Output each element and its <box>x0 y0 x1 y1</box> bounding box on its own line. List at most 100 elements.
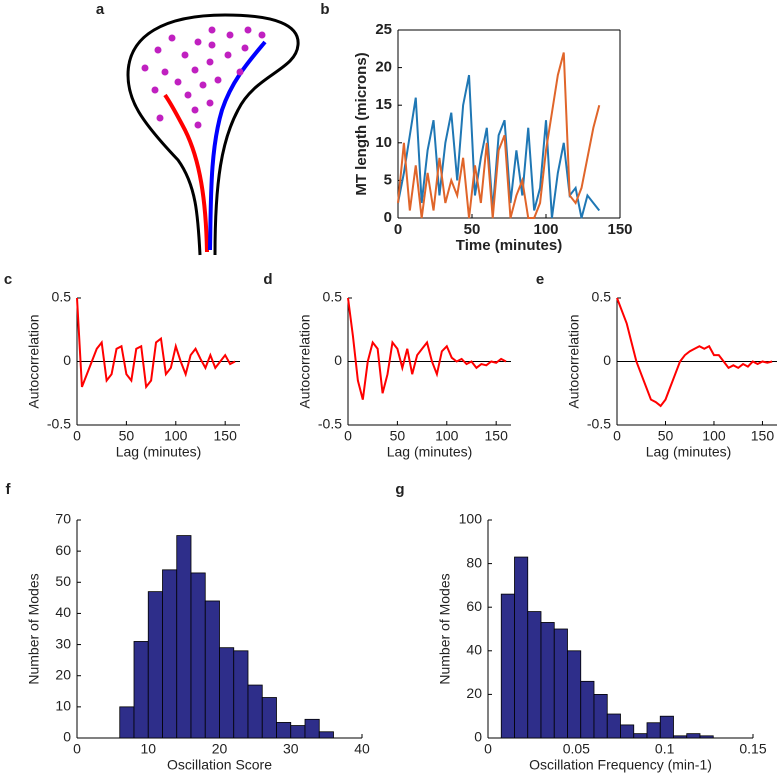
histogram-bar <box>233 650 249 739</box>
histogram-bar <box>261 697 277 739</box>
y-tick-label: 20 <box>55 666 71 682</box>
histogram-bar <box>699 735 714 739</box>
y-tick-label: 0 <box>384 209 392 226</box>
x-tick-label: 0 <box>73 428 81 444</box>
y-tick-label: 40 <box>466 642 482 658</box>
histogram-bar <box>593 694 608 739</box>
x-tick-label: 0 <box>484 741 492 757</box>
y-tick-label: 60 <box>466 598 482 614</box>
histogram-bar <box>659 715 674 739</box>
x-tick-label: 50 <box>119 428 135 444</box>
y-tick-label: 0 <box>334 352 342 368</box>
histogram-bar <box>162 569 178 739</box>
x-axis-label: Oscillation Frequency (min-1) <box>529 757 712 773</box>
y-axis-label: Autocorrelation <box>26 314 42 408</box>
y-tick-label: -0.5 <box>587 416 611 432</box>
x-tick-label: 0 <box>613 428 621 444</box>
histogram-bar <box>119 706 135 739</box>
histogram-bar <box>620 724 635 739</box>
x-tick-label: 20 <box>212 741 228 757</box>
x-tick-label: 40 <box>354 741 370 757</box>
panel-label: f <box>6 481 12 498</box>
histogram-bar <box>276 722 292 739</box>
x-tick-label: 0.05 <box>563 741 590 757</box>
y-tick-label: 0.5 <box>323 289 343 305</box>
x-tick-label: 100 <box>533 221 558 238</box>
cell-diagram <box>126 13 300 256</box>
panel-label: d <box>263 271 272 288</box>
x-tick-label: 0.1 <box>655 741 675 757</box>
x-axis-label: Time (minutes) <box>456 237 562 254</box>
data-line <box>616 297 773 408</box>
histogram-bar <box>646 722 661 739</box>
x-tick-label: 0.15 <box>739 741 766 757</box>
x-tick-label: 150 <box>485 428 509 444</box>
x-tick-label: 0 <box>394 221 402 238</box>
y-tick-label: 0 <box>603 352 611 368</box>
histogram-bar <box>247 684 263 739</box>
x-axis-label: Oscillation Score <box>167 757 272 773</box>
panel-label: c <box>4 271 12 288</box>
x-axis-label: Lag (minutes) <box>116 444 202 460</box>
cell-outline <box>126 13 300 256</box>
y-tick-label: 0.5 <box>592 289 612 305</box>
x-tick-label: 30 <box>283 741 299 757</box>
histogram-bar <box>673 735 688 739</box>
histogram-bar <box>304 718 320 739</box>
x-tick-label: 100 <box>164 428 188 444</box>
y-axis-label: MT length (microns) <box>353 52 370 195</box>
histogram-bar <box>606 713 621 739</box>
x-tick-label: 100 <box>702 428 726 444</box>
y-tick-label: 0 <box>63 352 71 368</box>
y-tick-label: 10 <box>55 698 71 714</box>
y-tick-label: 70 <box>55 511 71 527</box>
histogram-bar <box>133 641 149 739</box>
y-tick-label: 25 <box>375 21 392 38</box>
panel-label: e <box>536 271 544 288</box>
histogram-bar <box>219 647 235 739</box>
y-tick-label: 5 <box>384 171 392 188</box>
histogram-bar <box>514 556 529 739</box>
y-axis-label: Number of Modes <box>26 573 42 684</box>
histogram-bar <box>686 733 701 739</box>
histogram-bar <box>580 680 595 739</box>
x-tick-label: 150 <box>214 428 238 444</box>
y-tick-label: 50 <box>55 573 71 589</box>
histogram-bar <box>147 591 163 739</box>
histogram-bar <box>290 725 306 739</box>
x-tick-label: 0 <box>73 741 81 757</box>
y-tick-label: 0.5 <box>52 289 72 305</box>
y-axis-label: Autocorrelation <box>297 314 313 408</box>
y-tick-label: 20 <box>375 59 392 76</box>
x-axis-label: Lag (minutes) <box>646 444 732 460</box>
data-line <box>76 297 236 390</box>
histogram-bar <box>500 593 515 739</box>
x-tick-label: 100 <box>435 428 459 444</box>
x-tick-label: 50 <box>464 221 481 238</box>
y-tick-label: 80 <box>466 554 482 570</box>
red-microtubule <box>163 93 209 253</box>
histogram-bar <box>318 731 334 739</box>
histogram-bar <box>176 535 192 739</box>
x-tick-label: 150 <box>607 221 632 238</box>
data-line <box>347 297 507 400</box>
y-tick-label: 0 <box>474 729 482 745</box>
histogram-bar <box>553 628 568 739</box>
y-tick-label: 15 <box>375 96 392 113</box>
y-tick-label: 30 <box>55 635 71 651</box>
blue-microtubule <box>208 40 267 251</box>
histogram-bar <box>633 733 648 739</box>
panel-label: g <box>395 481 404 498</box>
y-axis-label: Number of Modes <box>437 573 453 684</box>
data-line <box>397 52 601 219</box>
x-tick-label: 50 <box>658 428 674 444</box>
y-tick-label: -0.5 <box>318 416 342 432</box>
histogram-bar <box>567 650 582 739</box>
y-tick-label: 40 <box>55 604 71 620</box>
y-tick-label: 0 <box>63 729 71 745</box>
histogram-bar <box>204 600 220 739</box>
y-tick-label: 60 <box>55 542 71 558</box>
particles <box>141 26 266 129</box>
histogram-bar <box>190 572 206 739</box>
